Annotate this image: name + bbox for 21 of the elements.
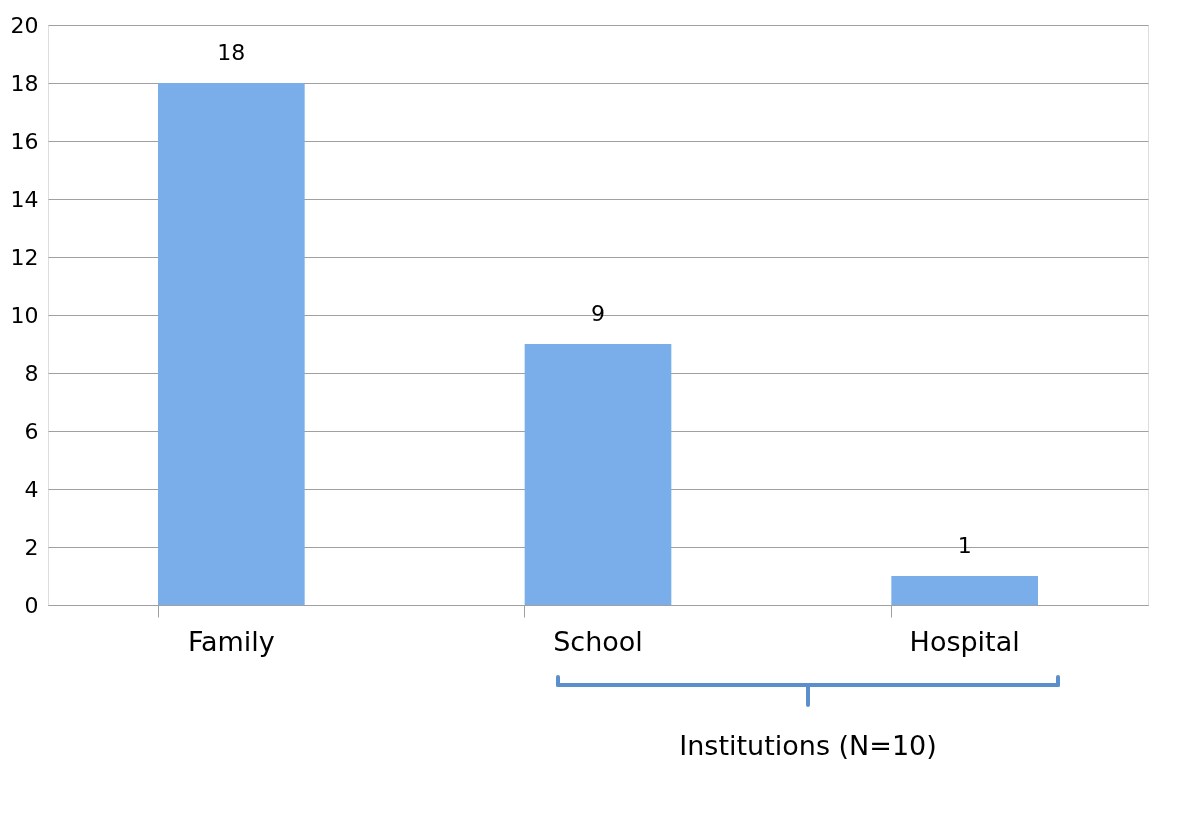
y-tick-label: 12 — [10, 244, 39, 270]
y-tick-label: 8 — [24, 360, 39, 386]
y-tick-label: 0 — [24, 592, 39, 618]
y-tick-label: 20 — [10, 12, 39, 38]
text: Institutions (N=10) — [679, 730, 937, 761]
bar — [891, 576, 1038, 605]
x-tick-label: Hospital — [909, 625, 1020, 657]
y-tick-label: 2 — [24, 534, 39, 560]
y-tick-label: 4 — [24, 476, 39, 502]
y-tick-label: 18 — [10, 70, 39, 96]
data-label: 9 — [591, 301, 605, 326]
data-label: 1 — [957, 533, 972, 558]
x-tick-label: Family — [187, 625, 275, 657]
y-tick-label: 16 — [10, 128, 39, 154]
x-tick-label: School — [553, 625, 643, 657]
y-tick-label: 14 — [10, 186, 39, 212]
bar — [524, 344, 672, 605]
bar — [158, 83, 305, 605]
data-label: 18 — [217, 40, 246, 65]
y-tick-label: 10 — [10, 302, 39, 328]
y-tick-label: 6 — [24, 418, 39, 444]
